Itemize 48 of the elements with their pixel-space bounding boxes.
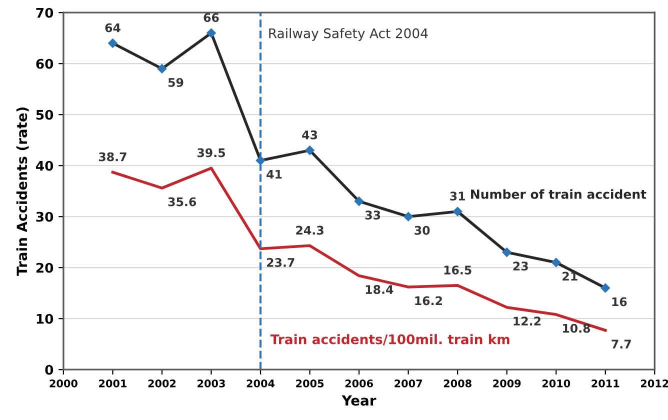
- data-label: 18.4: [366, 285, 394, 294]
- data-label: 64: [105, 23, 120, 32]
- x-tick-label: 2007: [394, 380, 422, 388]
- series-label: Train accidents/100mil. train km: [270, 334, 510, 346]
- x-tick-label: 2001: [99, 380, 127, 388]
- x-tick-label: 2012: [640, 380, 668, 388]
- ref-line-label: Railway Safety Act 2004: [269, 28, 428, 41]
- x-tick-label: 2005: [296, 380, 324, 388]
- y-tick-label: 40: [36, 160, 54, 171]
- data-label: 33: [365, 210, 380, 220]
- data-label: 31: [450, 192, 465, 201]
- data-label: 16.5: [444, 266, 472, 275]
- y-tick-label: 50: [36, 110, 54, 120]
- x-tick-label: 2006: [345, 380, 373, 388]
- data-label: 35.6: [168, 197, 196, 206]
- x-tick-label: 2003: [198, 380, 225, 388]
- data-label: 43: [302, 130, 318, 140]
- data-label: 59: [168, 78, 184, 87]
- data-label: 23: [513, 262, 528, 271]
- y-tick-label: 30: [36, 212, 54, 222]
- y-tick-label: 10: [36, 314, 54, 324]
- x-tick-label: 2004: [246, 380, 275, 388]
- x-tick-label: 2011: [592, 380, 620, 388]
- x-tick-label: 2000: [50, 380, 78, 388]
- x-axis-title: Year: [342, 395, 376, 406]
- data-label: 16: [612, 297, 627, 306]
- data-label: 21: [562, 272, 578, 281]
- data-label: 10.8: [562, 324, 590, 333]
- data-label: 66: [204, 13, 219, 22]
- y-axis-title: Train Accidents (rate): [16, 107, 29, 276]
- x-tick-label: 2008: [444, 380, 472, 388]
- y-tick-label: 20: [36, 262, 54, 273]
- series-label: Number of train accident: [471, 189, 646, 199]
- data-label: 23.7: [267, 258, 294, 267]
- y-tick-label: 70: [36, 8, 54, 18]
- x-tick-label: 2009: [493, 380, 521, 388]
- y-tick-label: 0: [45, 364, 54, 375]
- data-label: 41: [266, 170, 282, 179]
- x-tick-label: 2010: [542, 380, 570, 388]
- data-label: 7.7: [612, 340, 631, 348]
- data-label: 38.7: [98, 152, 126, 162]
- data-label: 16.2: [415, 296, 442, 306]
- data-label: 30: [414, 226, 430, 235]
- data-label: 39.5: [197, 148, 225, 158]
- data-label: 12.2: [514, 316, 540, 326]
- y-tick-label: 60: [36, 58, 54, 69]
- x-tick-label: 2002: [148, 380, 176, 388]
- data-label: 24.3: [296, 226, 324, 235]
